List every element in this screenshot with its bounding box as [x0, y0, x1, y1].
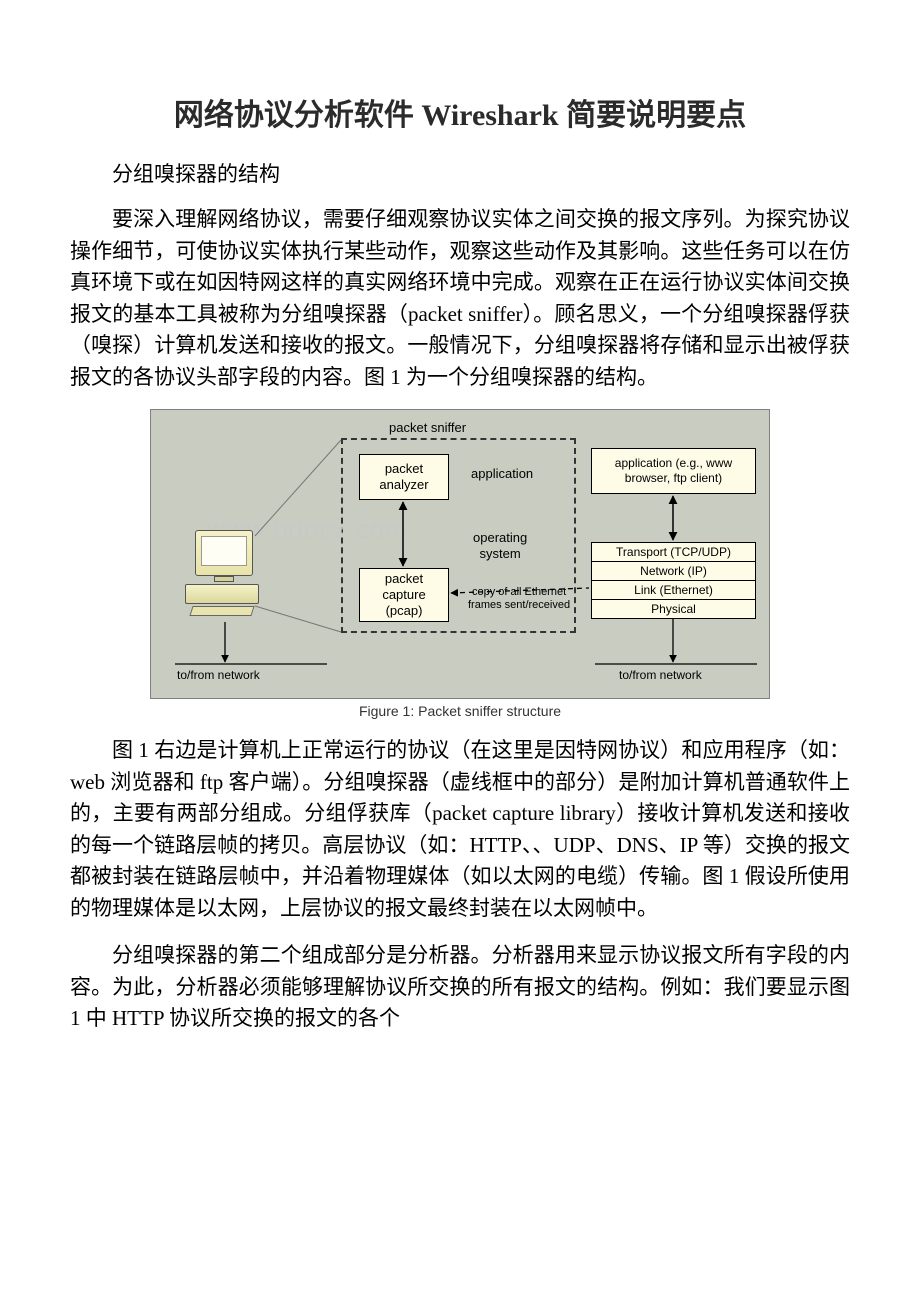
- stack-network: Network (IP): [591, 562, 756, 581]
- packet-analyzer-box: packetanalyzer: [359, 454, 449, 500]
- copy-label: copy of all Ethernetframes sent/received: [468, 586, 570, 611]
- paragraph-3: 分组嗅探器的第二个组成部分是分析器。分析器用来显示协议报文所有字段的内容。为此，…: [70, 940, 850, 1035]
- stack-link: Link (Ethernet): [591, 581, 756, 600]
- paragraph-1: 要深入理解网络协议，需要仔细观察协议实体之间交换的报文序列。为探究协议操作细节，…: [70, 204, 850, 393]
- network-label-right: to/from network: [619, 668, 702, 682]
- figure-1: packet sniffer packetanalyzer applicatio…: [150, 409, 770, 719]
- paragraph-2: 图 1 右边是计算机上正常运行的协议（在这里是因特网协议）和应用程序（如：web…: [70, 735, 850, 924]
- diagram-canvas: packet sniffer packetanalyzer applicatio…: [150, 409, 770, 699]
- stack-physical: Physical: [591, 600, 756, 619]
- protocol-stack: Transport (TCP/UDP) Network (IP) Link (E…: [591, 542, 756, 619]
- application-box: application (e.g., wwwbrowser, ftp clien…: [591, 448, 756, 494]
- page-title: 网络协议分析软件 Wireshark 简要说明要点: [70, 90, 850, 134]
- network-label-left: to/from network: [177, 668, 260, 682]
- os-label: operatingsystem: [473, 530, 527, 561]
- sniffer-label: packet sniffer: [389, 420, 466, 435]
- figure-caption: Figure 1: Packet sniffer structure: [150, 703, 770, 719]
- stack-transport: Transport (TCP/UDP): [591, 542, 756, 562]
- packet-capture-box: packetcapture(pcap): [359, 568, 449, 622]
- section-heading: 分组嗅探器的结构: [70, 158, 850, 188]
- application-label: application: [471, 466, 533, 481]
- computer-icon: [185, 530, 271, 620]
